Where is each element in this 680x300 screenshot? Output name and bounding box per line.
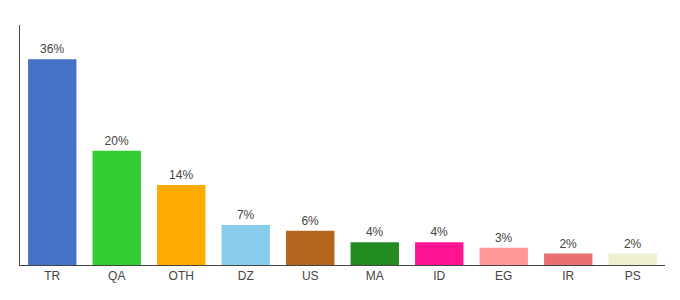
svg-text:7%: 7% — [237, 208, 255, 222]
svg-text:2%: 2% — [559, 237, 577, 251]
svg-text:TR: TR — [44, 269, 60, 283]
svg-text:QA: QA — [108, 269, 125, 283]
svg-text:14%: 14% — [169, 168, 193, 182]
svg-text:IR: IR — [562, 269, 574, 283]
svg-text:6%: 6% — [301, 214, 319, 228]
svg-text:36%: 36% — [40, 42, 64, 56]
svg-text:OTH: OTH — [169, 269, 194, 283]
svg-text:2%: 2% — [624, 237, 642, 251]
svg-text:3%: 3% — [495, 231, 513, 245]
svg-text:4%: 4% — [430, 225, 448, 239]
svg-text:US: US — [302, 269, 319, 283]
svg-text:DZ: DZ — [238, 269, 254, 283]
svg-text:4%: 4% — [366, 225, 384, 239]
svg-text:20%: 20% — [105, 134, 129, 148]
svg-text:ID: ID — [433, 269, 445, 283]
svg-text:MA: MA — [366, 269, 384, 283]
svg-text:PS: PS — [625, 269, 641, 283]
svg-text:EG: EG — [495, 269, 512, 283]
